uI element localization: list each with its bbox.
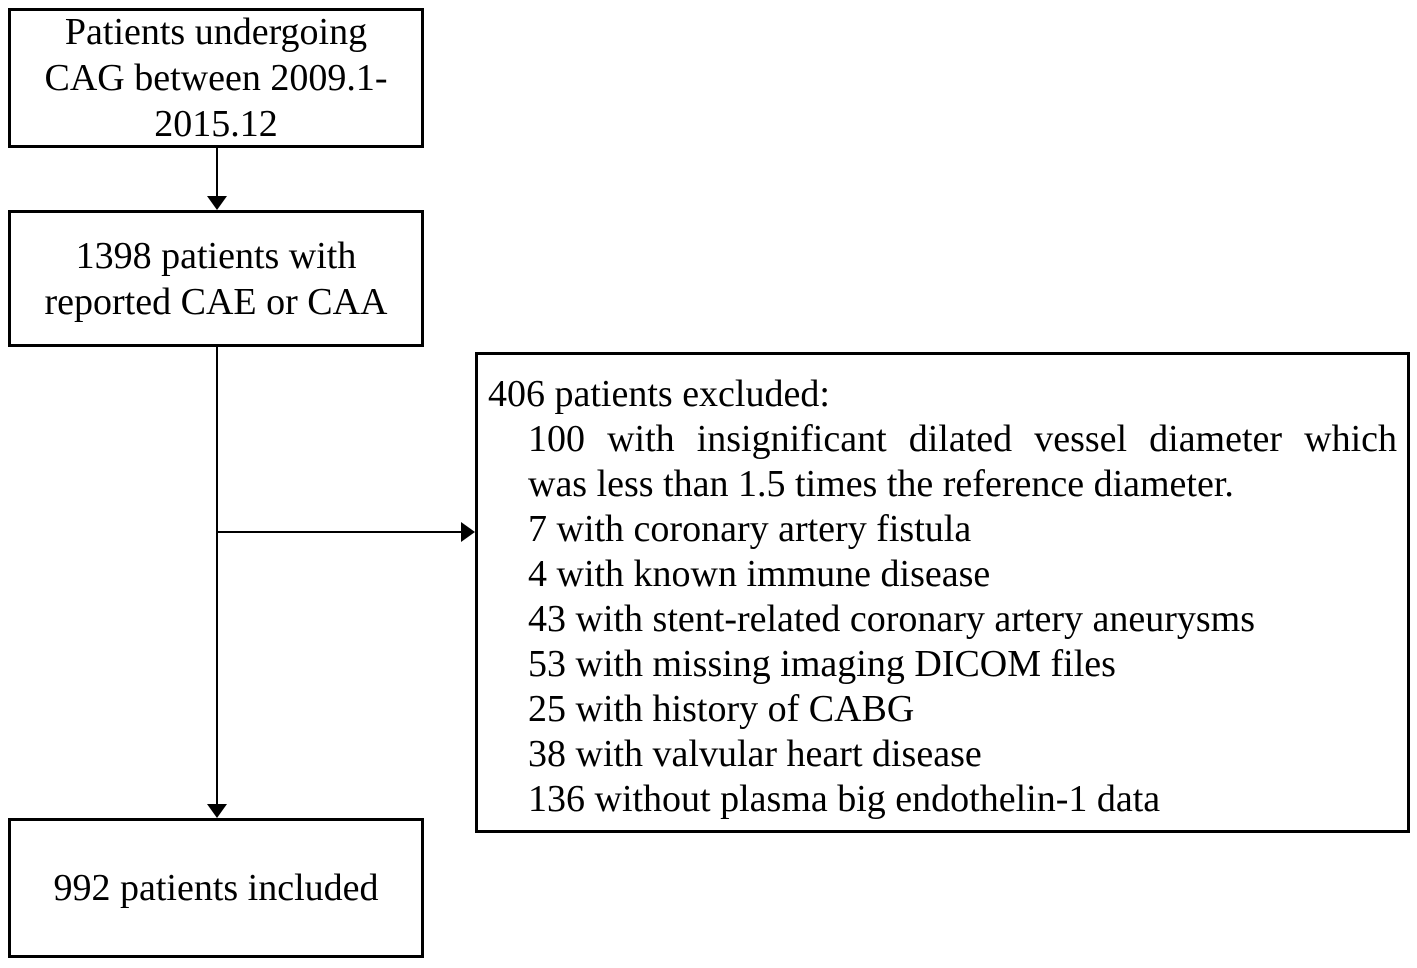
flow-box-cag-patients: Patients undergoing CAG between 2009.1- …	[8, 8, 424, 148]
excluded-item-wrapped-line1: 100 with insignificant dilated vessel di…	[528, 418, 1397, 460]
excluded-item: 43 with stent-related coronary artery an…	[528, 598, 1256, 640]
excluded-item: 53 with missing imaging DICOM files	[528, 643, 1116, 685]
arrowhead-right-icon	[461, 522, 475, 542]
box-text-line: reported CAE or CAA	[44, 280, 388, 323]
excluded-item: 4 with known immune disease	[528, 553, 991, 595]
flow-box-cae-caa-patients: 1398 patients with reported CAE or CAA	[8, 210, 424, 347]
connector-line-branch	[217, 531, 462, 533]
connector-line-main	[216, 347, 218, 805]
excluded-item: 38 with valvular heart disease	[528, 733, 982, 775]
arrowhead-down-icon	[207, 196, 227, 210]
excluded-item: 7 with coronary artery fistula	[528, 508, 972, 550]
flow-box-included-patients: 992 patients included	[8, 818, 424, 958]
box-text-line: Patients undergoing	[64, 11, 368, 53]
box-text-line: 1398 patients with	[75, 234, 357, 277]
excluded-item: 25 with history of CABG	[528, 688, 915, 730]
excluded-item: 136 without plasma big endothelin-1 data	[528, 778, 1161, 820]
box-text-line: 2015.12	[154, 103, 278, 145]
box-text-line: 992 patients included	[53, 867, 379, 909]
connector-line-top	[216, 148, 218, 197]
excluded-title: 406 patients excluded:	[488, 373, 830, 415]
arrowhead-down-icon	[207, 804, 227, 818]
flow-box-excluded-patients: 406 patients excluded: 100 with insignif…	[475, 352, 1410, 833]
excluded-item-wrapped-line2: was less than 1.5 times the reference di…	[528, 463, 1234, 505]
box-text-line: CAG between 2009.1-	[44, 57, 388, 99]
